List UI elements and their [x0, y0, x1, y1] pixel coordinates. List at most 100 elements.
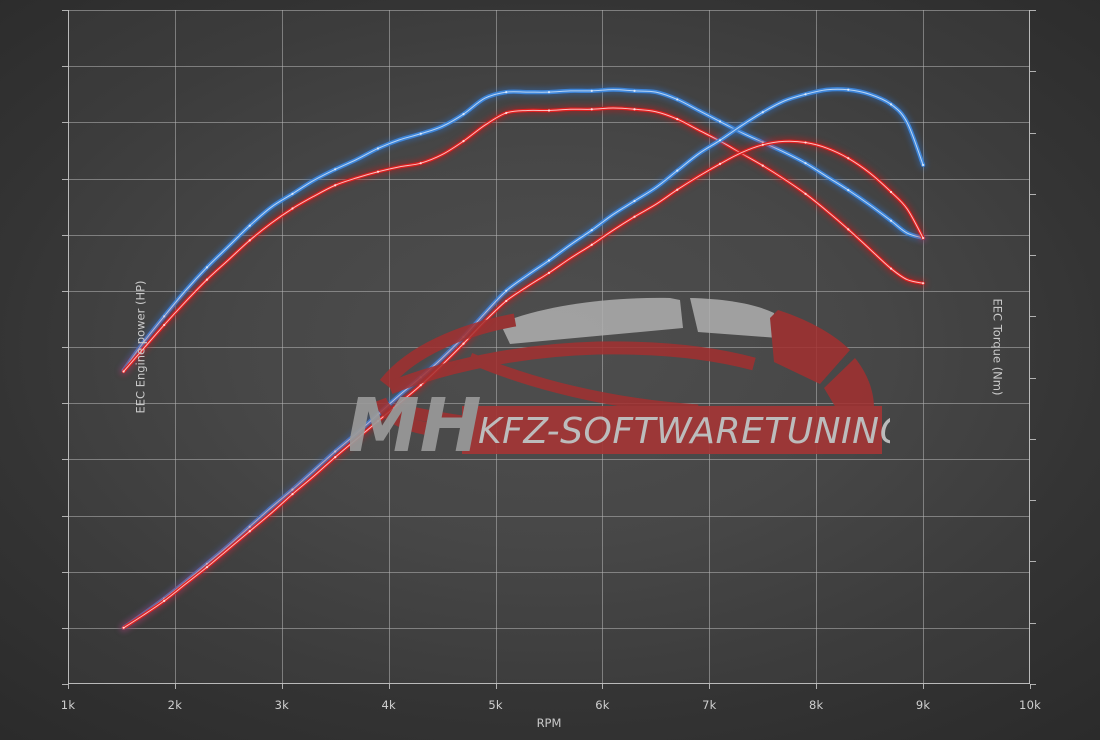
series-path-core: [123, 88, 924, 629]
series-path-glow: [119, 137, 927, 632]
data-point-marker: [505, 299, 508, 303]
data-point-marker: [889, 103, 893, 106]
tick-mark: [1030, 377, 1036, 379]
x-axis-title: RPM: [536, 716, 562, 730]
tick-mark: [62, 234, 68, 236]
gridline-vertical: [281, 10, 283, 684]
data-point-marker: [334, 184, 337, 187]
data-point-marker: [633, 215, 636, 218]
tick-mark: [62, 571, 68, 573]
tick-mark: [62, 684, 68, 685]
gridline-horizontal: [68, 10, 1030, 11]
data-point-marker: [291, 207, 294, 210]
data-point-marker: [376, 147, 380, 150]
data-point-marker: [376, 420, 380, 423]
data-point-marker: [419, 384, 422, 387]
data-point-marker: [376, 413, 380, 416]
data-point-marker: [505, 289, 508, 292]
data-point-marker: [122, 626, 125, 629]
axis-spine-bottom: [68, 683, 1030, 684]
tick-mark: [709, 684, 711, 689]
data-point-marker: [676, 169, 679, 172]
data-point-marker: [633, 199, 636, 203]
data-point-marker: [205, 278, 209, 281]
x-axis-tick-label: 6k: [595, 698, 610, 712]
data-point-marker: [291, 192, 294, 195]
tick-mark: [495, 684, 497, 689]
gridline-vertical: [923, 10, 925, 684]
series-path-glow: [119, 85, 927, 632]
series-path-glow: [119, 104, 927, 376]
data-point-marker: [847, 228, 850, 231]
data-point-marker: [847, 157, 850, 160]
tick-mark: [816, 684, 818, 689]
tick-mark: [1030, 561, 1036, 563]
tick-mark: [1030, 684, 1036, 685]
series-torque-tuned: [119, 85, 927, 375]
y-axis-left-title: EEC Engine power (HP): [133, 280, 148, 414]
curve-layer: [119, 85, 927, 632]
series-power-stock: [119, 137, 927, 632]
x-axis-tick-label: 10k: [1019, 698, 1041, 712]
y-axis-right-title: EEC Torque (Nm): [990, 298, 1005, 396]
tick-mark: [1030, 622, 1036, 624]
data-point-marker: [248, 530, 251, 533]
data-point-marker: [889, 219, 893, 222]
gridline-horizontal: [68, 515, 1030, 517]
series-path-body: [121, 106, 925, 374]
tick-mark: [1030, 438, 1036, 440]
x-axis-tick-label: 8k: [809, 698, 824, 712]
data-point-marker: [547, 271, 551, 274]
data-point-marker: [889, 267, 893, 270]
axis-spine-left: [68, 10, 69, 684]
tick-mark: [62, 627, 68, 629]
data-point-marker: [922, 163, 925, 167]
tick-mark: [62, 10, 68, 11]
tick-mark: [281, 684, 283, 689]
data-point-marker: [718, 120, 722, 123]
tick-mark: [1030, 316, 1036, 318]
axis-spine-right: [1029, 10, 1030, 684]
tick-mark: [602, 684, 604, 689]
gridline-horizontal: [68, 290, 1030, 292]
tick-mark: [1030, 193, 1036, 195]
data-point-marker: [334, 455, 337, 459]
data-point-marker: [676, 117, 679, 121]
plot-area: 050100150200250300350400450500550600 050…: [61, 10, 1041, 730]
data-point-marker: [547, 91, 551, 94]
tick-mark: [68, 684, 69, 689]
data-point-marker: [419, 376, 422, 379]
tick-mark: [1030, 255, 1036, 257]
data-point-marker: [590, 108, 593, 111]
gridline-horizontal: [68, 234, 1030, 236]
data-point-marker: [590, 89, 593, 92]
series-path-core: [123, 107, 924, 373]
data-point-marker: [505, 91, 508, 94]
gridline-horizontal: [68, 571, 1030, 573]
data-point-marker: [376, 170, 380, 173]
data-point-marker: [419, 132, 422, 135]
data-point-marker: [676, 188, 679, 191]
x-axis-tick-label: 2k: [167, 698, 183, 712]
tick-mark: [62, 122, 68, 124]
tick-mark: [62, 66, 68, 68]
gridline-horizontal: [68, 459, 1030, 461]
series-path-core: [123, 140, 924, 629]
data-point-marker: [248, 239, 251, 242]
gridline-horizontal: [68, 627, 1030, 629]
x-axis-tick-label: 9k: [915, 698, 931, 712]
data-point-marker: [761, 111, 764, 114]
data-point-marker: [633, 89, 636, 92]
tick-mark: [1030, 500, 1036, 502]
tick-mark: [62, 459, 68, 461]
data-point-marker: [163, 599, 166, 602]
tick-mark: [62, 178, 68, 180]
tick-mark: [1030, 132, 1036, 134]
tick-mark: [388, 684, 390, 689]
data-point-marker: [462, 140, 465, 143]
data-point-marker: [163, 315, 166, 318]
data-point-marker: [419, 162, 422, 165]
tick-mark: [174, 684, 176, 689]
x-axis-tick-label: 4k: [381, 698, 396, 712]
tick-mark: [923, 684, 925, 689]
